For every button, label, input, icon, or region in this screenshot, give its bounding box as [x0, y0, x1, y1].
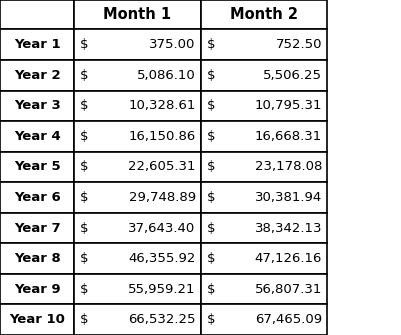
Text: 10,328.61: 10,328.61: [128, 99, 196, 112]
Bar: [0, 305, 74, 335]
Bar: [200, 60, 327, 90]
Bar: [0, 152, 74, 182]
Text: $: $: [207, 69, 215, 82]
Text: 375.00: 375.00: [149, 38, 196, 51]
Bar: [200, 243, 327, 274]
Bar: [74, 90, 200, 121]
Bar: [200, 152, 327, 182]
Text: $: $: [80, 252, 89, 265]
Bar: [74, 274, 200, 305]
Bar: [74, 121, 200, 152]
Text: Month 1: Month 1: [103, 7, 171, 22]
Text: 752.50: 752.50: [275, 38, 322, 51]
Text: $: $: [207, 130, 215, 143]
Text: $: $: [207, 313, 215, 326]
Text: Year 8: Year 8: [14, 252, 61, 265]
Text: Month 2: Month 2: [230, 7, 298, 22]
Bar: [0, 243, 74, 274]
Bar: [74, 182, 200, 213]
Text: 55,959.21: 55,959.21: [128, 283, 196, 296]
Bar: [0, 213, 74, 243]
Text: $: $: [207, 38, 215, 51]
Text: $: $: [207, 99, 215, 112]
Text: $: $: [80, 99, 89, 112]
Bar: [74, 152, 200, 182]
Text: $: $: [80, 313, 89, 326]
Text: $: $: [207, 160, 215, 174]
Bar: [200, 274, 327, 305]
Text: Year 1: Year 1: [14, 38, 61, 51]
Text: $: $: [80, 191, 89, 204]
Text: $: $: [207, 191, 215, 204]
Bar: [74, 29, 200, 60]
Bar: [0, 60, 74, 90]
Bar: [200, 182, 327, 213]
Text: 16,668.31: 16,668.31: [255, 130, 322, 143]
Text: Year 4: Year 4: [14, 130, 61, 143]
Bar: [74, 60, 200, 90]
Bar: [74, 213, 200, 243]
Text: $: $: [207, 283, 215, 296]
Bar: [200, 29, 327, 60]
Text: $: $: [80, 130, 89, 143]
Bar: [200, 121, 327, 152]
Bar: [0, 0, 74, 29]
Bar: [0, 274, 74, 305]
Text: Year 7: Year 7: [14, 221, 61, 234]
Text: Year 2: Year 2: [14, 69, 61, 82]
Text: 46,355.92: 46,355.92: [128, 252, 196, 265]
Text: $: $: [80, 283, 89, 296]
Bar: [74, 305, 200, 335]
Bar: [74, 0, 200, 29]
Bar: [0, 121, 74, 152]
Text: 66,532.25: 66,532.25: [128, 313, 196, 326]
Bar: [0, 90, 74, 121]
Text: $: $: [207, 221, 215, 234]
Text: 29,748.89: 29,748.89: [129, 191, 196, 204]
Text: $: $: [80, 69, 89, 82]
Text: Year 9: Year 9: [14, 283, 61, 296]
Text: 10,795.31: 10,795.31: [255, 99, 322, 112]
Text: 5,506.25: 5,506.25: [263, 69, 322, 82]
Text: 16,150.86: 16,150.86: [128, 130, 196, 143]
Text: 47,126.16: 47,126.16: [255, 252, 322, 265]
Bar: [200, 213, 327, 243]
Text: 5,086.10: 5,086.10: [137, 69, 196, 82]
Text: 38,342.13: 38,342.13: [255, 221, 322, 234]
Text: 56,807.31: 56,807.31: [255, 283, 322, 296]
Text: $: $: [80, 221, 89, 234]
Bar: [0, 29, 74, 60]
Bar: [0, 182, 74, 213]
Text: Year 5: Year 5: [14, 160, 61, 174]
Text: 22,605.31: 22,605.31: [128, 160, 196, 174]
Text: Year 10: Year 10: [9, 313, 65, 326]
Text: 23,178.08: 23,178.08: [255, 160, 322, 174]
Text: $: $: [80, 38, 89, 51]
Text: Year 3: Year 3: [14, 99, 61, 112]
Text: 37,643.40: 37,643.40: [128, 221, 196, 234]
Text: Year 6: Year 6: [14, 191, 61, 204]
Text: $: $: [80, 160, 89, 174]
Text: 30,381.94: 30,381.94: [255, 191, 322, 204]
Bar: [74, 243, 200, 274]
Text: $: $: [207, 252, 215, 265]
Text: 67,465.09: 67,465.09: [255, 313, 322, 326]
Bar: [200, 90, 327, 121]
Bar: [200, 0, 327, 29]
Bar: [200, 305, 327, 335]
